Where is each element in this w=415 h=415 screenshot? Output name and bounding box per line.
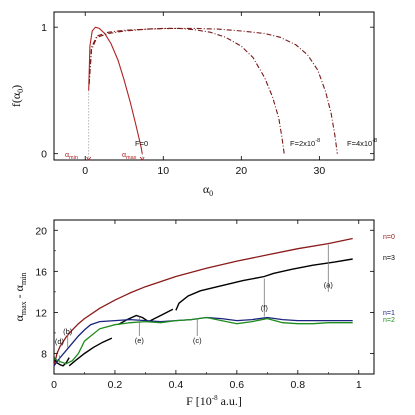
top-series xyxy=(88,26,338,154)
top-ytick-label: 0 xyxy=(41,149,47,161)
label-f4: F=4x10-8 xyxy=(347,138,377,148)
bottom-series-n3-seg-1 xyxy=(68,337,113,367)
top-xtick-label: 30 xyxy=(314,165,326,177)
bottom-xtick-label: 1 xyxy=(356,379,362,391)
label-f2: F=2x10-8 xyxy=(290,138,320,148)
bottom-xtick-label: 0.6 xyxy=(230,379,245,391)
top-ylabel: f(α0) xyxy=(9,85,25,107)
bottom-ytick-label: 20 xyxy=(35,225,47,237)
bottom-ytick-label: 12 xyxy=(35,307,47,319)
bottom-series xyxy=(53,237,353,367)
bottom-xtick-label: 0.2 xyxy=(108,379,123,391)
bottom-panel: 0 0.2 0.4 0.6 0.8 1 8 12 16 20 (a) (b) (c) (d) (e) (f)… xyxy=(12,219,395,408)
alpha-max-arrow xyxy=(139,156,145,161)
top-axes: 0 10 20 30 0 1 xyxy=(41,12,374,177)
bottom-xlabel: F [10-8 a.u.] xyxy=(186,394,242,408)
top-xtick-label: 0 xyxy=(82,165,88,177)
top-series-line-2 xyxy=(88,27,338,154)
callout-label: (c) xyxy=(193,336,202,345)
bottom-callouts: (a) (b) (c) (d) (e) (f) xyxy=(55,244,334,363)
bottom-xtick-label: 0 xyxy=(51,379,57,391)
top-series-line-1 xyxy=(88,27,285,154)
top-plot-frame xyxy=(53,11,375,161)
label-n1: n=1 xyxy=(383,310,395,317)
top-series-line-0 xyxy=(88,26,143,154)
label-alpha-max: αmax xyxy=(122,152,137,161)
top-ytick-label: 1 xyxy=(41,22,47,34)
bottom-plot-frame xyxy=(53,219,375,375)
label-n2: n=2 xyxy=(383,317,395,324)
label-alpha-min: αmin xyxy=(65,152,78,161)
bottom-ylabel: αmax - αmin xyxy=(12,273,28,322)
bottom-series-n3-seg-3 xyxy=(175,258,353,311)
callout-label: (e) xyxy=(135,336,145,345)
callout-label: (b) xyxy=(63,327,73,336)
top-xtick-label: 10 xyxy=(157,165,169,177)
label-f0: F=0 xyxy=(135,139,148,148)
bottom-xtick-label: 0.4 xyxy=(169,379,184,391)
bottom-series-n2 xyxy=(53,316,353,365)
callout-label: (a) xyxy=(324,281,334,290)
label-n0: n=0 xyxy=(383,234,395,241)
top-xtick-label: 20 xyxy=(235,165,247,177)
bottom-ytick-label: 16 xyxy=(35,266,47,278)
bottom-ytick-label: 8 xyxy=(41,348,47,360)
bottom-series-n0 xyxy=(53,237,353,366)
label-n3: n=3 xyxy=(383,255,395,262)
alpha-min-arrow xyxy=(86,156,92,161)
top-panel: 0 10 20 30 0 1 f(α0) α0 F=0 F=2x10-8 F=4x10-8… xyxy=(9,11,377,198)
bottom-axes: 0 0.2 0.4 0.6 0.8 1 8 12 16 20 xyxy=(35,220,374,391)
bottom-xtick-label: 0.8 xyxy=(291,379,306,391)
callout-label: (d) xyxy=(55,337,65,346)
top-xlabel: α0 xyxy=(203,182,213,198)
bottom-series-n1 xyxy=(53,316,353,367)
callout-label: (f) xyxy=(261,303,269,312)
